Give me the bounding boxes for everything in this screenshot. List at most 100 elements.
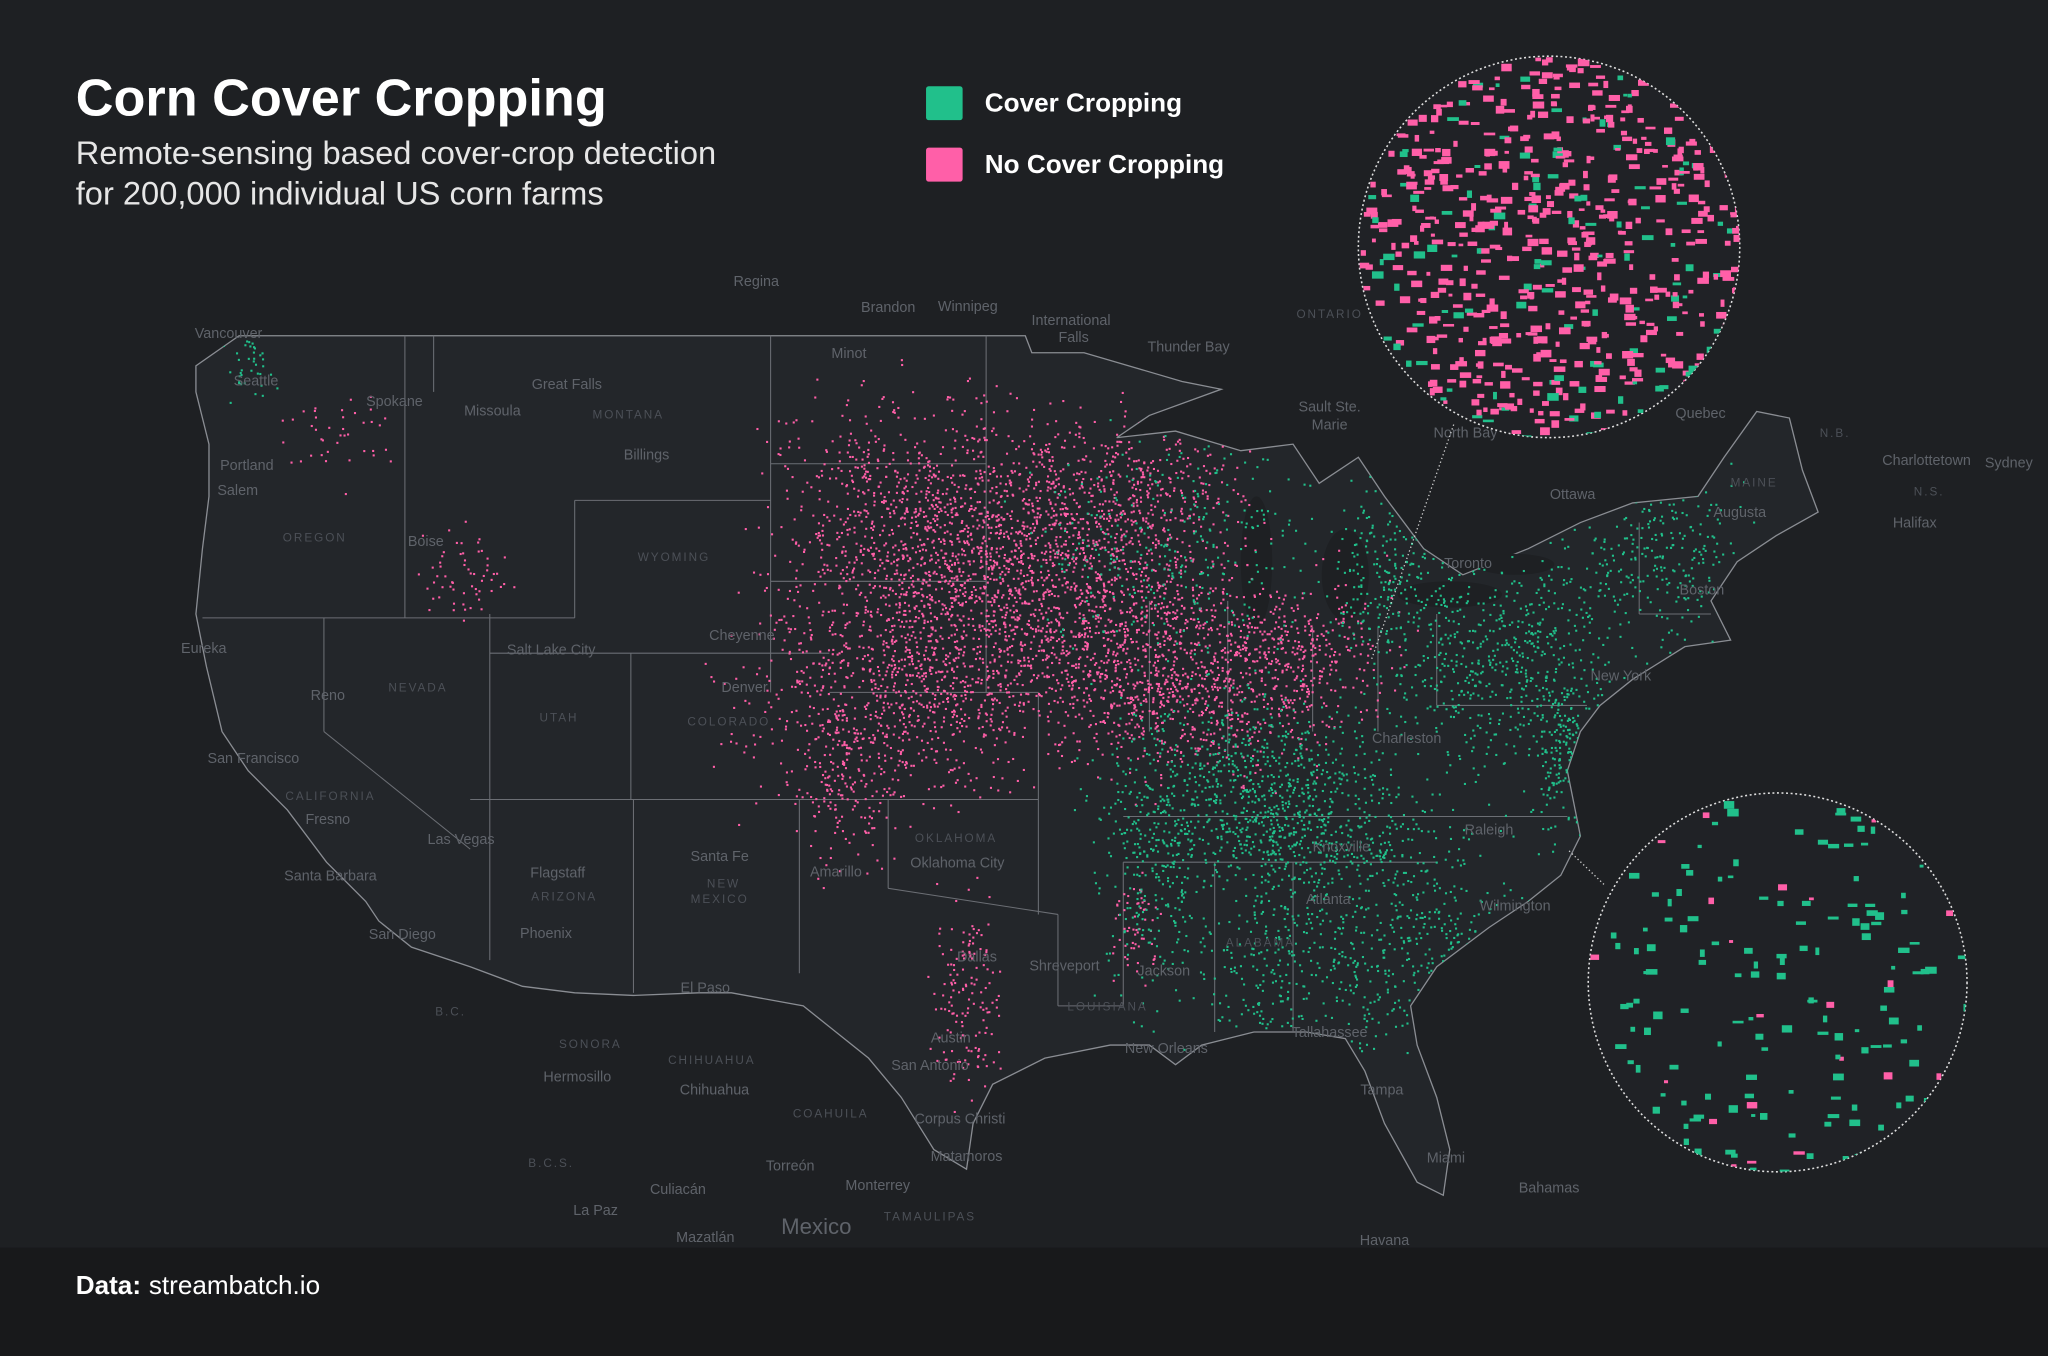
farm-dot (1147, 577, 1150, 580)
farm-dot (884, 694, 887, 697)
farm-dot (841, 762, 845, 766)
farm-dot (916, 645, 919, 649)
farm-dot (992, 729, 995, 732)
farm-dot (943, 531, 946, 534)
farm-dot (1003, 535, 1006, 538)
farm-dot (968, 597, 971, 600)
farm-dot (1076, 472, 1079, 475)
farm-dot (958, 652, 961, 655)
farm-dot (820, 689, 823, 692)
farm-dot (1156, 469, 1160, 472)
farm-dot (964, 983, 967, 986)
farm-dot (950, 996, 953, 999)
farm-dot (886, 702, 889, 705)
farm-dot (1189, 652, 1192, 655)
farm-dot (912, 580, 915, 583)
farm-dot (943, 983, 946, 986)
farm-dot (953, 577, 956, 580)
farm-dot (885, 475, 888, 478)
farm-dot (829, 788, 832, 791)
farm-dot (1118, 629, 1121, 632)
farm-dot (900, 658, 903, 661)
farm-dot (1006, 648, 1009, 651)
farm-dot (1084, 471, 1087, 474)
farm-dot (836, 653, 839, 656)
farm-dot (1189, 617, 1192, 620)
farm-dot (1029, 626, 1032, 629)
farm-dot (968, 488, 971, 491)
farm-dot (1325, 724, 1328, 727)
farm-dot (1262, 639, 1265, 642)
farm-dot (1209, 626, 1213, 630)
farm-dot (1092, 657, 1095, 660)
farm-dot (823, 797, 826, 800)
farm-dot (928, 570, 931, 573)
farm-dot (852, 833, 855, 836)
farm-dot (945, 552, 948, 555)
farm-dot (1078, 713, 1081, 716)
farm-dot (1078, 603, 1081, 606)
farm-dot (1075, 597, 1078, 600)
farm-dot (1016, 619, 1019, 622)
farm-dot (1115, 683, 1119, 686)
farm-dot (1102, 606, 1105, 609)
farm-dot (1042, 650, 1046, 653)
farm-dot (1172, 627, 1175, 630)
farm-dot (823, 463, 826, 466)
farm-dot (962, 624, 965, 627)
farm-dot (827, 804, 830, 808)
farm-dot (1113, 599, 1116, 602)
farm-dot (1095, 740, 1098, 743)
farm-dot (1116, 755, 1119, 759)
farm-dot (1205, 670, 1208, 673)
farm-dot (1022, 586, 1025, 589)
farm-dot (978, 500, 982, 504)
farm-dot (1147, 484, 1150, 487)
farm-dot (1013, 632, 1016, 635)
farm-dot (1172, 611, 1175, 614)
farm-dot (737, 591, 740, 594)
farm-dot (1287, 639, 1290, 642)
farm-dot (792, 615, 795, 618)
farm-dot (1312, 724, 1315, 727)
farm-dot (964, 554, 967, 557)
farm-dot (1132, 505, 1135, 508)
farm-dot (1148, 629, 1151, 632)
farm-dot (956, 779, 959, 782)
farm-dot (1337, 584, 1340, 587)
farm-dot (1089, 658, 1092, 661)
farm-dot (1197, 667, 1200, 670)
farm-dot (980, 402, 983, 405)
farm-dot (927, 788, 930, 791)
farm-dot (963, 587, 966, 590)
farm-dot (1296, 607, 1300, 610)
farm-dot (906, 679, 909, 682)
farm-dot (983, 506, 986, 509)
farm-dot (1036, 559, 1039, 562)
farm-dot (1125, 543, 1128, 546)
farm-dot (910, 695, 913, 698)
farm-dot (1165, 630, 1168, 633)
farm-dot (1142, 730, 1145, 733)
farm-dot (1201, 677, 1204, 680)
farm-dot (1237, 492, 1240, 495)
farm-dot (1057, 743, 1061, 747)
farm-dot (944, 562, 947, 565)
farm-dot (942, 538, 945, 541)
farm-dot (1201, 665, 1204, 668)
farm-dot (836, 538, 839, 541)
farm-dot (929, 482, 932, 485)
farm-dot (942, 1051, 945, 1054)
farm-dot (879, 564, 882, 567)
farm-dot (805, 666, 808, 669)
farm-dot (981, 592, 984, 595)
farm-dot (1307, 690, 1311, 693)
farm-dot (1114, 541, 1117, 544)
farm-dot (796, 670, 799, 673)
farm-dot (1129, 540, 1132, 543)
farm-dot (1056, 496, 1059, 499)
farm-dot (1048, 498, 1051, 501)
farm-dot (845, 753, 848, 756)
farm-dot (1074, 589, 1077, 592)
farm-dot (1054, 743, 1057, 746)
